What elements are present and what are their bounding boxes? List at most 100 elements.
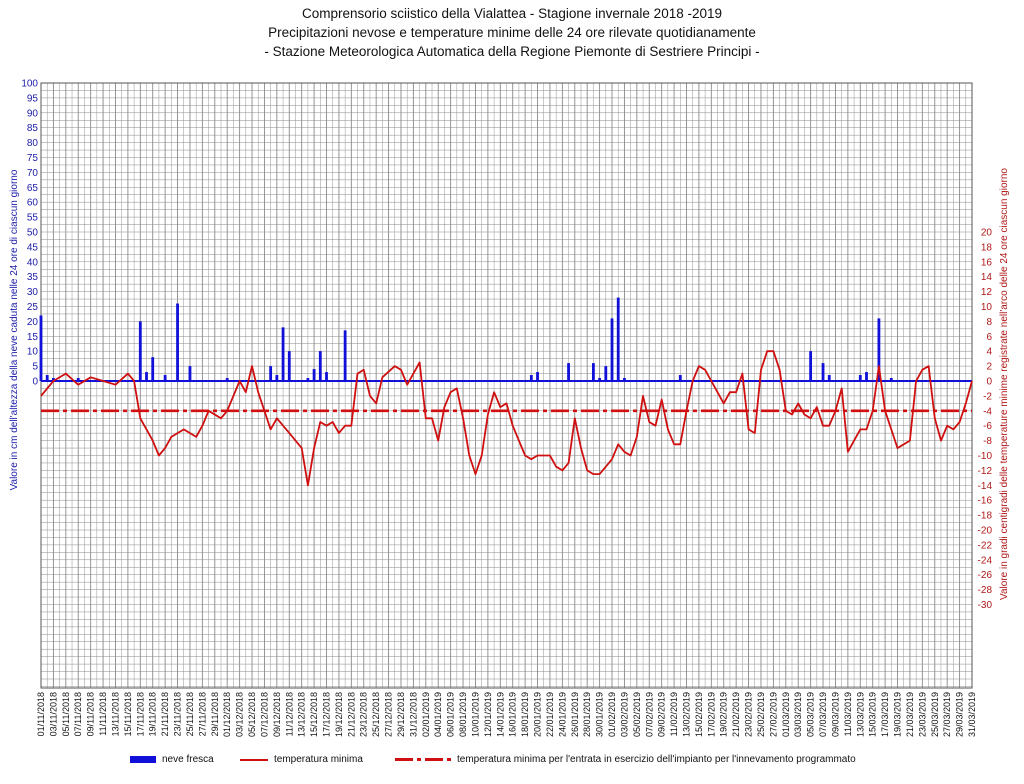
ytick-left-label: 30 [27, 287, 39, 298]
ytick-right-label: 20 [981, 228, 993, 239]
xtick-label: 25/12/2018 [371, 692, 381, 737]
xtick-label: 21/12/2018 [346, 692, 356, 737]
xtick-label: 12/01/2019 [483, 692, 493, 737]
xtick-label: 10/01/2019 [470, 692, 480, 737]
xtick-label: 17/03/2019 [880, 692, 890, 737]
temperature-line [40, 350, 973, 487]
legend-swatch-dashdot [395, 758, 451, 761]
ytick-right-label: -10 [978, 451, 993, 462]
snow-bar [858, 375, 862, 381]
xtick-label: 17/12/2018 [322, 692, 332, 737]
snow-bar [225, 378, 229, 381]
snow-bar [325, 372, 328, 381]
xtick-label: 31/12/2018 [408, 692, 418, 737]
snow-bar [281, 327, 285, 381]
ytick-right-label: -24 [978, 555, 993, 566]
xtick-label: 29/11/2018 [210, 692, 220, 736]
ytick-left-label: 10 [27, 347, 39, 358]
ytick-right-label: -30 [978, 600, 993, 611]
ytick-right-label: -18 [978, 511, 993, 522]
xtick-label: 16/01/2019 [508, 692, 518, 737]
xtick-label: 19/03/2019 [893, 692, 903, 737]
snow-bar [76, 378, 80, 381]
snow-bar [827, 375, 831, 381]
xtick-label: 01/03/2019 [781, 692, 791, 737]
xtick-label: 03/11/2018 [48, 692, 58, 736]
ytick-right-label: 10 [981, 302, 993, 313]
ytick-right-label: 18 [981, 242, 993, 253]
xtick-label: 11/12/2018 [284, 692, 294, 736]
snow-bar [269, 366, 273, 381]
xtick-label: 09/02/2019 [657, 692, 667, 737]
xtick-label: 25/02/2019 [756, 692, 766, 737]
ytick-right-label: -20 [978, 526, 993, 537]
xtick-label: 25/11/2018 [185, 692, 195, 736]
ytick-left-label: 85 [27, 123, 39, 134]
xtick-label: 14/01/2019 [495, 692, 505, 737]
ytick-left-label: 45 [27, 242, 39, 253]
xtick-label: 04/01/2019 [433, 692, 443, 737]
ytick-left-label: 90 [27, 108, 39, 119]
left-axis-title: Valore in cm dell'altezza della neve cad… [9, 169, 20, 490]
xtick-label: 24/01/2019 [557, 692, 567, 737]
right-axis-title: Valore in gradi centigradi delle tempera… [999, 168, 1010, 600]
snow-bar [809, 351, 813, 381]
snow-bar [889, 378, 893, 381]
xtick-label: 27/02/2019 [768, 692, 778, 737]
snow-bar [616, 297, 620, 381]
ytick-left-label: 100 [21, 79, 38, 90]
left-axis-ticks: 0 5 10 15 20 25 30 35 40 45 50 55 60 65 70 75 80 85 90 95 10… [21, 79, 38, 388]
xtick-label: 21/11/2018 [160, 692, 170, 736]
ytick-right-label: 16 [981, 257, 993, 268]
xtick-label: 23/12/2018 [359, 692, 369, 737]
xtick-label: 29/12/2018 [396, 692, 406, 737]
snow-bar [529, 375, 533, 381]
ytick-right-label: 0 [986, 377, 992, 388]
xtick-label: 21/03/2019 [905, 692, 915, 737]
xtick-label: 21/02/2019 [731, 692, 741, 737]
snow-bar [598, 378, 601, 381]
legend-label-snow: neve fresca [162, 754, 214, 765]
ytick-right-label: 8 [986, 317, 992, 328]
ytick-left-label: 40 [27, 257, 39, 268]
xtick-label: 05/02/2019 [632, 692, 642, 737]
snow-bar [45, 375, 49, 381]
xtick-label: 15/03/2019 [868, 692, 878, 737]
ytick-left-label: 70 [27, 168, 39, 179]
xtick-label: 19/02/2019 [719, 692, 729, 737]
snow-bar [877, 318, 881, 381]
ytick-right-label: 14 [981, 272, 993, 283]
ytick-left-label: 75 [27, 153, 39, 164]
ytick-right-label: -26 [978, 570, 993, 581]
xtick-label: 17/02/2019 [706, 692, 716, 737]
xtick-label: 05/12/2018 [247, 692, 257, 737]
ytick-right-label: 6 [986, 332, 992, 343]
snow-bar [306, 378, 310, 381]
chart-station: - Stazione Meteorologica Automatica dell… [264, 44, 760, 59]
xtick-label: 09/11/2018 [86, 692, 96, 736]
xtick-label: 07/03/2019 [818, 692, 828, 737]
snow-bar [821, 363, 825, 381]
legend-label-temp: temperatura minima [274, 754, 363, 765]
ytick-right-label: -8 [983, 436, 992, 447]
right-axis-ticks: 20181614121086420-2-4-6-8-10-12-14-16-18… [978, 228, 993, 612]
snow-bar [865, 372, 868, 381]
ytick-right-label: -16 [978, 496, 993, 507]
snow-bars [39, 297, 893, 381]
snow-bar [151, 357, 155, 381]
xtick-label: 06/01/2019 [446, 692, 456, 737]
legend-label-threshold: temperatura minima per l'entrata in eser… [457, 754, 856, 765]
ytick-right-label: 12 [981, 287, 993, 298]
ytick-left-label: 95 [27, 93, 39, 104]
snow-bar [163, 375, 167, 381]
ytick-left-label: 60 [27, 198, 39, 209]
ytick-right-label: -2 [983, 391, 992, 402]
snow-bar [567, 363, 570, 381]
xtick-label: 29/03/2019 [955, 692, 965, 737]
snow-bar [312, 369, 316, 381]
xtick-label: 27/03/2019 [942, 692, 952, 737]
ytick-left-label: 65 [27, 183, 39, 194]
xtick-label: 05/11/2018 [61, 692, 71, 736]
plot-frame [40, 82, 973, 689]
ytick-left-label: 25 [27, 302, 39, 313]
